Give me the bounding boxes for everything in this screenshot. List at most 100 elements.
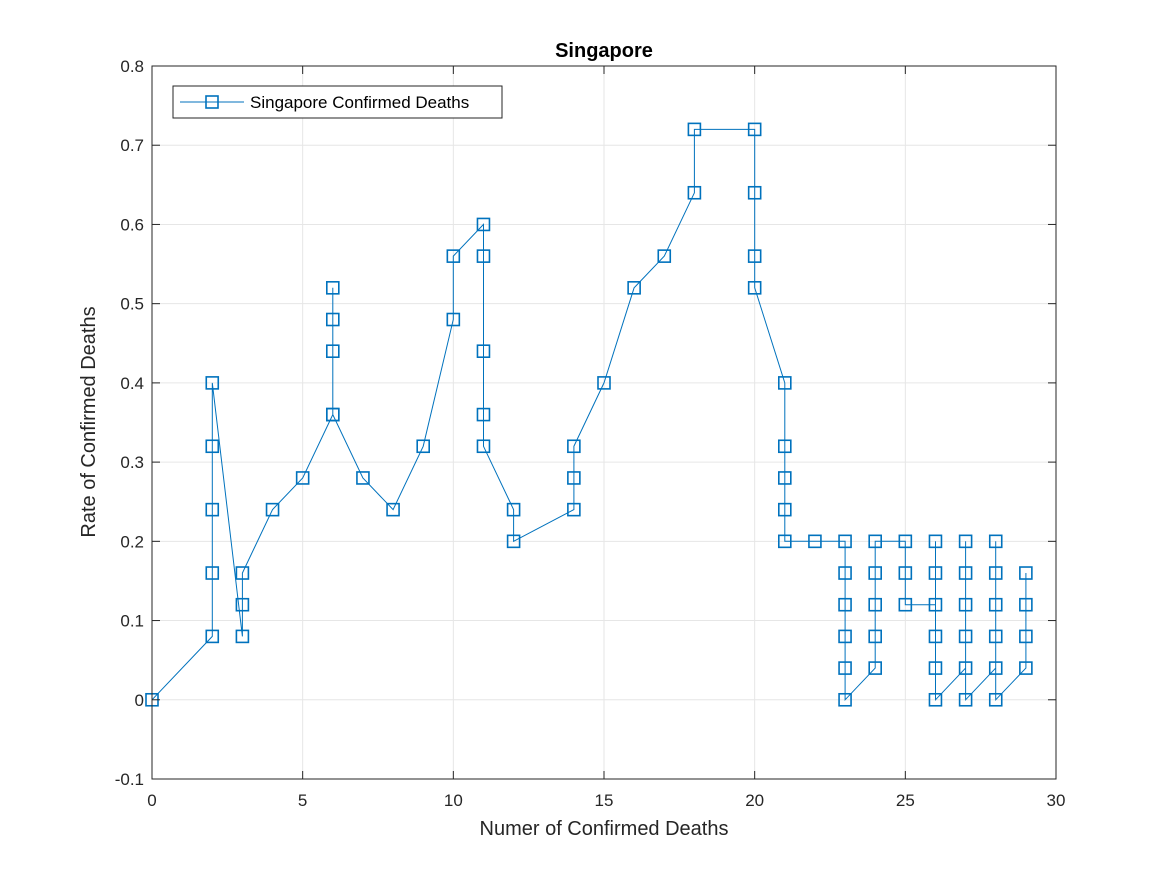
- data-point: [325, 407, 340, 422]
- data-point: [868, 534, 883, 549]
- y-tick-label: 0.7: [120, 136, 144, 155]
- data-point: [868, 661, 883, 675]
- data-point: [1019, 629, 1033, 644]
- x-tick-label: 10: [444, 791, 463, 810]
- data-point: [988, 661, 1003, 675]
- y-tick-label: 0.3: [120, 453, 144, 472]
- data-point: [747, 185, 762, 200]
- data-point: [838, 566, 852, 580]
- data-point: [958, 661, 973, 675]
- data-point: [868, 629, 883, 644]
- x-tick-label: 25: [896, 791, 915, 810]
- data-point: [988, 534, 1003, 549]
- data-point: [235, 629, 250, 644]
- data-point: [325, 281, 340, 295]
- data-point: [476, 439, 491, 454]
- data-point: [958, 597, 973, 612]
- data-point: [476, 407, 491, 422]
- data-point: [567, 502, 581, 517]
- data-point: [898, 534, 913, 549]
- data-point: [868, 597, 883, 612]
- data-point: [808, 534, 822, 549]
- data-point: [958, 566, 973, 580]
- data-point: [476, 249, 491, 263]
- y-tick-label: 0.5: [120, 295, 144, 314]
- x-tick-labels: 0 5 10 15 20 25 30: [147, 791, 1065, 810]
- data-point: [386, 502, 400, 517]
- y-tick-label: 0.4: [120, 374, 144, 393]
- data-point: [838, 661, 852, 675]
- data-point: [235, 597, 250, 612]
- data-point: [777, 471, 792, 485]
- data-point: [988, 692, 1003, 707]
- data-point: [777, 376, 792, 390]
- data-point: [868, 566, 883, 580]
- data-point: [567, 471, 581, 485]
- data-point: [928, 534, 943, 549]
- data-point: [777, 439, 792, 454]
- data-point: [325, 344, 340, 359]
- data-point: [687, 122, 702, 137]
- data-point: [1019, 597, 1033, 612]
- data-point: [928, 661, 943, 675]
- y-tick-label: 0: [135, 691, 144, 710]
- data-point: [476, 344, 491, 359]
- data-point: [747, 122, 762, 137]
- y-tick-label: 0.6: [120, 215, 144, 234]
- data-point: [205, 376, 220, 390]
- data-point: [446, 312, 461, 327]
- data-point: [416, 439, 431, 454]
- data-point: [627, 281, 641, 295]
- y-tick-label: -0.1: [115, 770, 144, 789]
- ticks: [151, 65, 1057, 780]
- data-point: [356, 471, 370, 485]
- x-tick-label: 20: [745, 791, 764, 810]
- data-point: [506, 502, 521, 517]
- data-point: [958, 534, 973, 549]
- data-point: [205, 566, 220, 580]
- data-point: [838, 629, 852, 644]
- data-point: [567, 439, 581, 454]
- data-point: [1019, 661, 1033, 675]
- x-tick-label: 5: [298, 791, 307, 810]
- data-point: [928, 597, 943, 612]
- data-point: [657, 249, 672, 263]
- y-tick-labels: -0.1 0 0.1 0.2 0.3 0.4 0.5 0.6 0.7 0.8: [115, 57, 144, 789]
- data-point: [838, 692, 852, 707]
- legend-marker: [205, 95, 219, 109]
- x-tick-label: 15: [595, 791, 614, 810]
- data-point: [958, 692, 973, 707]
- data-point: [988, 629, 1003, 644]
- data-point: [838, 597, 852, 612]
- x-tick-label: 0: [147, 791, 156, 810]
- data-point: [1019, 566, 1033, 580]
- y-axis-label: Rate of Confirmed Deaths: [78, 306, 100, 537]
- data-point: [747, 249, 762, 263]
- data-point: [898, 597, 913, 612]
- series-group: [145, 122, 1033, 707]
- data-point: [687, 185, 702, 200]
- data-point: [898, 566, 913, 580]
- data-point: [928, 629, 943, 644]
- legend-entry: Singapore Confirmed Deaths: [250, 93, 469, 112]
- data-point: [235, 566, 250, 580]
- data-point: [325, 312, 340, 327]
- y-tick-label: 0.1: [120, 612, 144, 631]
- data-point: [958, 629, 973, 644]
- data-point: [988, 566, 1003, 580]
- data-point: [777, 534, 792, 549]
- data-point: [205, 502, 220, 517]
- series-line: [151, 128, 1027, 702]
- data-point: [928, 566, 943, 580]
- data-point: [205, 439, 220, 454]
- data-point: [747, 281, 762, 295]
- legend: Singapore Confirmed Deaths: [172, 85, 503, 119]
- y-tick-label: 0.2: [120, 532, 144, 551]
- data-point: [988, 597, 1003, 612]
- data-point: [506, 534, 521, 549]
- x-axis-label: Numer of Confirmed Deaths: [480, 818, 729, 840]
- chart-title: Singapore: [555, 40, 653, 62]
- x-tick-label: 30: [1047, 791, 1066, 810]
